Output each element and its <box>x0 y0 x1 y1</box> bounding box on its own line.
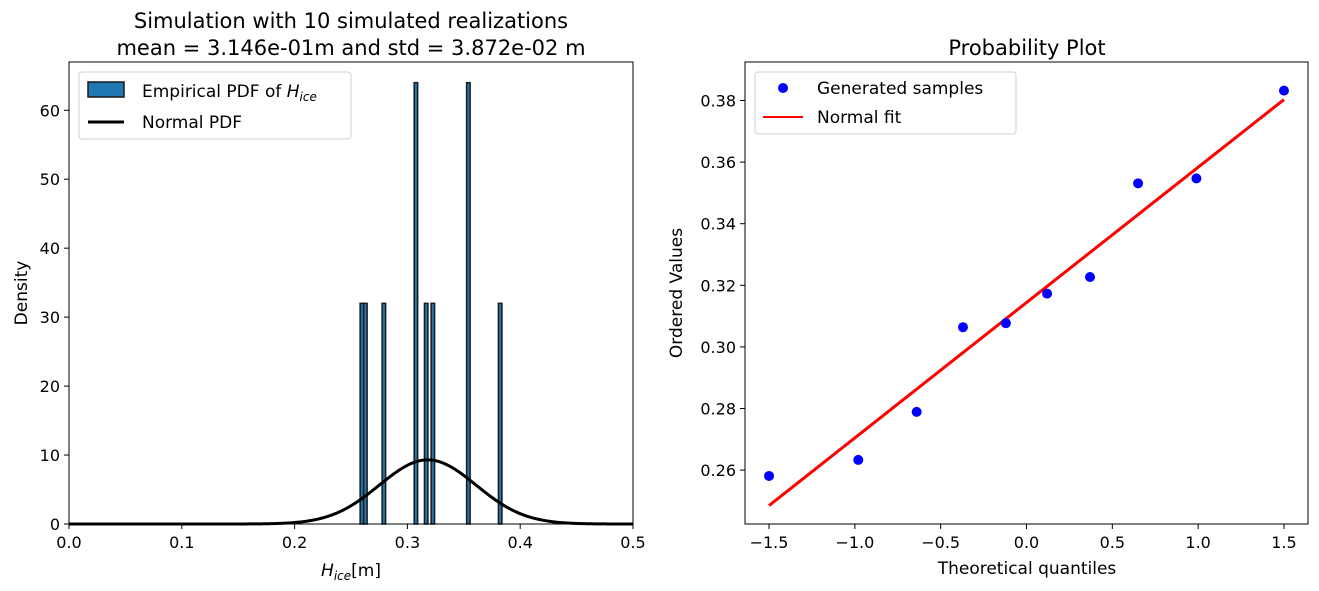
legend-label-normal-pdf: Normal PDF <box>142 113 242 133</box>
histogram-panel: Simulation with 10 simulated realization… <box>12 9 646 583</box>
left-legend-box <box>78 71 352 140</box>
sample-point <box>764 470 775 481</box>
sample-point <box>911 406 922 417</box>
y-tick-label: 10 <box>40 446 60 465</box>
sample-point <box>1278 85 1289 96</box>
x-tick-label: −1.5 <box>750 533 789 552</box>
histogram-bar <box>430 302 436 525</box>
left-title: Simulation with 10 simulated realization… <box>134 9 568 33</box>
xlabel-rest: [m] <box>351 561 381 581</box>
y-tick-label: 0.26 <box>700 461 736 480</box>
y-tick-label: 20 <box>40 377 60 396</box>
sample-point <box>1191 173 1202 184</box>
histogram-bars <box>359 81 503 525</box>
legend-label-samples: Generated samples <box>817 79 983 99</box>
right-legend-box <box>754 71 1017 135</box>
x-tick-label: 0.5 <box>1100 533 1125 552</box>
y-tick-label: 0.34 <box>700 215 736 234</box>
right-x-ticks: −1.5 −1.0 −0.5 0.0 0.5 1.0 1.5 <box>750 524 1297 552</box>
y-tick-label: 0.36 <box>700 153 736 172</box>
histogram-bar <box>362 302 368 525</box>
xlabel-sub: ice <box>334 569 351 583</box>
normal-fit-line <box>768 98 1285 507</box>
legend-empirical-sub: ice <box>300 90 317 104</box>
x-tick-label: −0.5 <box>921 533 960 552</box>
y-tick-label: 60 <box>40 101 60 120</box>
left-axes-frame <box>68 61 634 525</box>
legend-label-empirical: Empirical PDF of Hice <box>142 82 317 104</box>
sample-point <box>853 454 864 465</box>
right-legend: Generated samples Normal fit <box>754 71 1017 135</box>
xlabel-var: H <box>321 561 334 581</box>
left-legend: Empirical PDF of Hice Normal PDF <box>78 71 352 140</box>
y-tick-label: 30 <box>40 308 60 327</box>
histogram-bar <box>381 302 387 525</box>
right-y-ticks: 0.26 0.28 0.30 0.32 0.34 0.36 0.38 <box>700 92 745 480</box>
left-x-axis-label: Hice[m] <box>321 561 381 583</box>
x-tick-label: 0.0 <box>56 533 81 552</box>
legend-empirical-text: Empirical PDF of <box>142 82 287 102</box>
histogram-bar <box>497 302 503 525</box>
x-tick-label: 0.2 <box>282 533 307 552</box>
sample-point <box>1085 271 1096 282</box>
sample-point <box>1042 288 1053 299</box>
sample-points <box>764 85 1289 481</box>
x-tick-label: −1.0 <box>835 533 874 552</box>
normal-pdf-curve <box>69 458 633 526</box>
x-tick-label: 1.5 <box>1271 533 1296 552</box>
left-subtitle: mean = 3.146e-01m and std = 3.872e-02 m <box>116 36 585 60</box>
x-tick-label: 0.1 <box>169 533 194 552</box>
histogram-bar <box>413 81 419 525</box>
y-tick-label: 0.38 <box>700 92 736 111</box>
y-tick-label: 0.28 <box>700 400 736 419</box>
left-y-ticks: 0 10 20 30 40 50 60 <box>40 101 69 534</box>
right-title: Probability Plot <box>948 36 1105 60</box>
left-x-ticks: 0.0 0.1 0.2 0.3 0.4 0.5 <box>56 524 646 552</box>
histogram-bar <box>423 302 429 525</box>
x-tick-label: 1.0 <box>1185 533 1210 552</box>
right-y-axis-label: Ordered Values <box>667 228 687 358</box>
probability-plot-panel: Probability Plot −1.5 −1.0 −0.5 0.0 0.5 1.0 1.… <box>667 36 1309 579</box>
legend-label-normal-fit: Normal fit <box>817 108 902 128</box>
legend-marker-icon <box>778 83 788 93</box>
x-tick-label: 0.5 <box>620 533 645 552</box>
y-tick-label: 0 <box>50 515 60 534</box>
legend-empirical-var: H <box>287 82 300 102</box>
histogram-bar <box>465 81 471 525</box>
sample-point <box>1000 318 1011 329</box>
sample-point <box>1133 178 1144 189</box>
legend-patch-icon <box>87 81 125 98</box>
sample-point <box>957 322 968 333</box>
x-tick-label: 0.4 <box>507 533 532 552</box>
x-tick-label: 0.0 <box>1014 533 1039 552</box>
y-tick-label: 50 <box>40 170 60 189</box>
y-tick-label: 0.30 <box>700 338 736 357</box>
y-tick-label: 40 <box>40 239 60 258</box>
y-tick-label: 0.32 <box>700 276 736 295</box>
right-x-axis-label: Theoretical quantiles <box>937 559 1117 579</box>
x-tick-label: 0.3 <box>395 533 420 552</box>
left-y-axis-label: Density <box>12 261 32 326</box>
